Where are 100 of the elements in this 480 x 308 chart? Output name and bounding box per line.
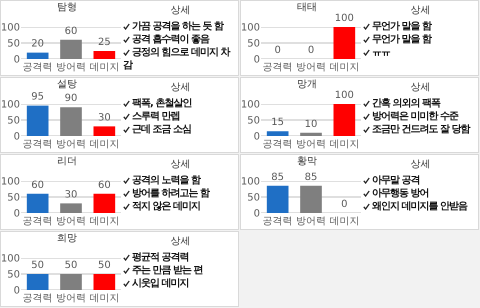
x-tick-label: 데미지 [329, 139, 360, 150]
chart-title: 망개 [297, 79, 317, 90]
bar [94, 51, 116, 59]
text: 아무행동 방어 [372, 188, 428, 199]
text: 근데 조금 소심 [132, 124, 191, 135]
y-tick-label: 0 [14, 208, 20, 220]
x-tick-label: 공격력 [262, 139, 293, 150]
x-tick-label: 공격력 [22, 216, 53, 227]
bar [94, 126, 116, 136]
text: 무언가 말을 함 [372, 34, 431, 45]
y-tick-label: 100 [0, 100, 20, 110]
text: 주는 만큼 받는 편 [132, 265, 202, 276]
x-tick-label: 방어력 [296, 216, 326, 227]
text: 상세 [170, 235, 192, 248]
data-label: 20 [31, 38, 44, 50]
y-tick-label: 50 [7, 38, 20, 50]
data-label: 0 [274, 45, 281, 56]
y-tick-label: 0 [14, 132, 20, 142]
y-tick-label: 50 [247, 38, 260, 50]
text: 스루력 만렙 [132, 111, 180, 122]
x-tick-label: 공격력 [22, 62, 53, 73]
y-tick-label: 50 [7, 192, 20, 204]
y-tick-label: 50 [7, 270, 20, 280]
y-tick-label: 100 [240, 176, 260, 188]
text: 시웃입 데미지 [132, 278, 188, 289]
data-label: 50 [98, 260, 111, 271]
y-tick-label: 100 [0, 176, 20, 188]
data-label: 95 [31, 92, 44, 103]
data-label: 60 [64, 26, 78, 37]
bar [26, 52, 48, 59]
data-label: 60 [98, 180, 111, 191]
y-tick-label: 0 [254, 132, 260, 142]
x-tick-label: 데미지 [329, 62, 360, 73]
chart-title: 희망 [57, 233, 77, 244]
x-tick-label: 방어력 [56, 293, 86, 304]
y-tick-label: 0 [14, 286, 20, 296]
text: 공격의 노력을 함 [132, 175, 200, 186]
text: 상세 [170, 81, 192, 94]
text: 무언가 말을 함 [372, 21, 431, 32]
data-label: 15 [271, 117, 284, 128]
data-label: 0 [308, 45, 314, 56]
text: 적지 않은 데미지 [132, 201, 200, 212]
x-tick-label: 공격력 [262, 62, 293, 73]
data-label: 90 [64, 93, 78, 104]
text: 간혹 의외의 팩폭 [372, 98, 440, 109]
text: 긍정의 힘으로 데미지 차감 [123, 47, 230, 71]
x-tick-label: 방어력 [296, 139, 326, 150]
data-label: 60 [31, 180, 44, 191]
y-tick-label: 100 [240, 22, 260, 34]
text: 방어를 하려고는 함 [132, 188, 209, 199]
data-label: 10 [304, 118, 318, 130]
text: 아무말 공격 [372, 175, 420, 186]
text: ㅠㅠ [372, 47, 390, 58]
chart-title: 태태 [297, 2, 317, 14]
chart-title: 탐형 [57, 2, 77, 14]
data-label: 25 [98, 37, 111, 48]
y-tick-label: 50 [247, 192, 260, 204]
y-tick-label: 0 [254, 54, 260, 66]
text: 상세 [410, 158, 432, 171]
x-tick-label: 공격력 [22, 293, 53, 304]
chart-title: 황막 [297, 156, 317, 168]
text: 가끔 공격을 하는 듯 함 [132, 21, 223, 32]
bar [60, 40, 82, 59]
text: 왜인지 데미지를 안받음 [372, 201, 467, 212]
y-tick-label: 50 [7, 116, 20, 126]
bar [266, 131, 288, 136]
x-tick-label: 데미지 [89, 293, 120, 304]
text: 팩폭, 촌철살인 [132, 98, 192, 109]
x-tick-label: 데미지 [329, 216, 360, 227]
data-label: 85 [271, 172, 284, 183]
text: 상세 [170, 158, 192, 171]
text: 조금만 건드려도 잘 당함 [372, 124, 470, 135]
data-label: 50 [31, 260, 44, 271]
data-label: 100 [334, 90, 354, 101]
y-tick-label: 0 [254, 208, 260, 220]
y-tick-label: 100 [0, 22, 20, 34]
x-tick-label: 방어력 [56, 139, 86, 150]
x-tick-label: 데미지 [89, 216, 120, 227]
data-label: 30 [98, 112, 111, 124]
x-tick-label: 방어력 [56, 62, 86, 73]
text: 상세 [410, 4, 432, 17]
x-tick-label: 공격력 [22, 139, 53, 150]
data-label: 50 [64, 260, 78, 271]
y-tick-label: 0 [14, 54, 20, 66]
data-label: 85 [304, 172, 318, 183]
x-tick-label: 데미지 [89, 139, 120, 150]
data-label: 100 [334, 13, 354, 24]
x-tick-label: 데미지 [89, 62, 120, 73]
data-label: 30 [64, 189, 78, 200]
y-tick-label: 100 [0, 254, 20, 264]
bar [26, 106, 48, 136]
text: 상세 [410, 81, 432, 94]
data-label: 0 [341, 199, 348, 210]
bar [60, 107, 82, 136]
x-tick-label: 방어력 [296, 62, 326, 73]
y-tick-label: 50 [247, 116, 260, 126]
x-tick-label: 방어력 [56, 216, 86, 227]
text: 평균적 공격력 [132, 252, 188, 263]
chart-title: 리더 [57, 156, 77, 168]
chart-title: 설탕 [57, 79, 77, 90]
